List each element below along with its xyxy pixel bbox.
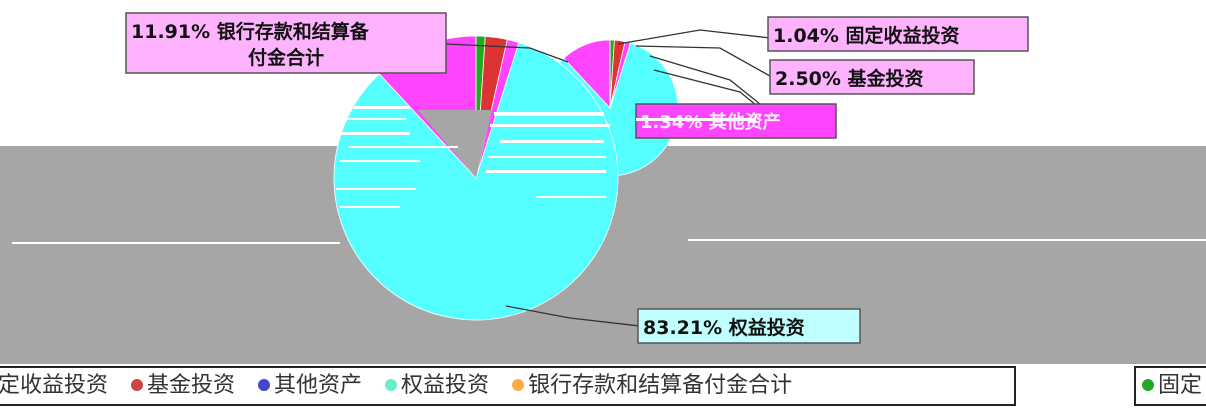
top-pie-slice-4[interactable] [563, 39, 611, 110]
legend-dot-icon [258, 379, 271, 391]
legend-label-equity: 权益投资 [401, 373, 490, 398]
leader-fund [635, 45, 771, 77]
legend-label-fixed: 定收益投资 [0, 373, 109, 398]
callout-other-text: 1.34% 其他资产 [640, 111, 781, 133]
leader-fixed [617, 29, 771, 45]
glitch-wedge [418, 110, 492, 178]
legend-label-other: 其他资产 [274, 373, 363, 398]
glitch-stripes [336, 106, 610, 208]
callout-bank-line2: 付金合计 [248, 46, 324, 69]
callout-fund-box [769, 59, 975, 95]
callout-bank-line1: 11.91% 银行存款和结算备 [131, 20, 370, 43]
callout-fixed-box [767, 16, 1029, 52]
callout-fund-text: 2.50% 基金投资 [775, 67, 924, 90]
legend-dot-icon [385, 379, 398, 391]
legend-label-bank: 银行存款和结算备付金合计 [528, 373, 793, 398]
legend-dot-icon [1142, 379, 1154, 391]
legend-overflow: 固定 [1134, 366, 1206, 406]
pie-bottom [333, 35, 619, 321]
legend-label-fund: 基金投资 [147, 373, 236, 398]
leader-other [649, 55, 771, 113]
legend-item-fixed[interactable]: 定收益投资 [0, 368, 108, 404]
legend-label-overflow: 固定 [1158, 373, 1203, 398]
legend-item-equity[interactable]: 权益投资 [379, 368, 489, 404]
legend-dot-icon [512, 379, 525, 391]
legend-item-bank[interactable]: 银行存款和结算备付金合计 [506, 368, 792, 404]
callout-other-glitch [636, 118, 756, 121]
callout-bank-box [125, 12, 447, 74]
leader-equity [505, 305, 641, 327]
callout-equity-box [637, 308, 861, 344]
legend-dot-icon [131, 379, 144, 391]
callout-fixed-text: 1.04% 固定收益投资 [773, 24, 960, 47]
bottom-pie-slice-3[interactable] [333, 42, 619, 321]
legend: 定收益投资 基金投资 其他资产 权益投资 银行存款和结算备付金合计 [0, 366, 1016, 406]
callout-equity-text: 83.21% 权益投资 [643, 316, 805, 339]
legend-item-overflow[interactable]: 固定 [1136, 368, 1202, 404]
legend-item-fund[interactable]: 基金投资 [125, 368, 235, 404]
leader-bank [445, 43, 569, 63]
legend-item-other[interactable]: 其他资产 [252, 368, 362, 404]
